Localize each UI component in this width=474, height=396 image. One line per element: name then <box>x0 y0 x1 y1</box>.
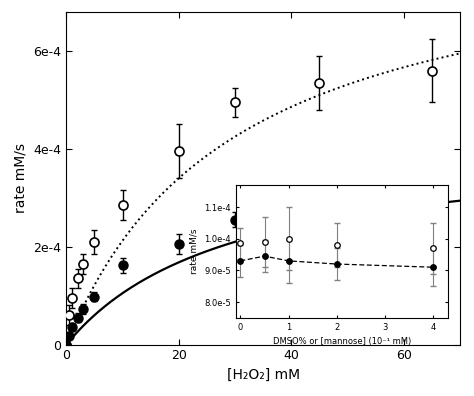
Y-axis label: rate mM/s: rate mM/s <box>14 143 28 213</box>
X-axis label: [H₂O₂] mM: [H₂O₂] mM <box>227 368 300 382</box>
